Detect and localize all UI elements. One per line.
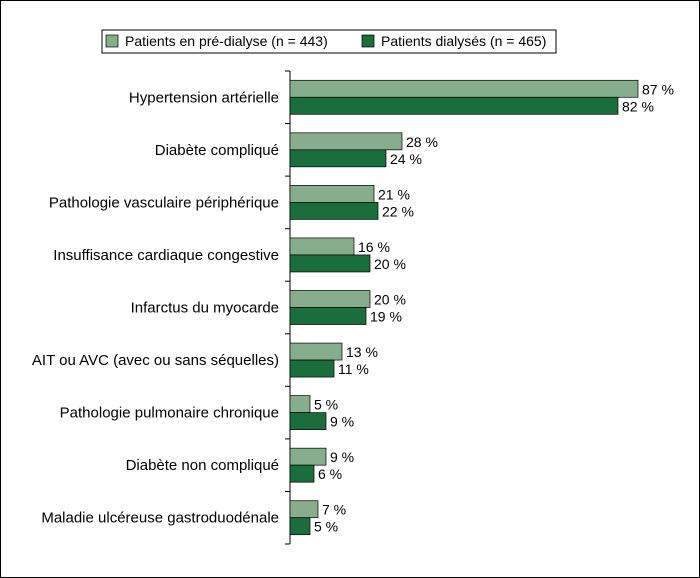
data-label-series-2: 9 %: [330, 414, 354, 430]
data-label-series-2: 6 %: [318, 466, 342, 482]
data-label-series-1: 20 %: [374, 292, 406, 308]
category-label: Hypertension artérielle: [129, 89, 279, 106]
legend-label-1: Patients en pré-dialyse (n = 443): [125, 33, 328, 49]
bar-series-1: [289, 237, 355, 256]
data-label-series-2: 11 %: [338, 361, 369, 377]
bar-series-2: [289, 202, 379, 220]
legend-label-2: Patients dialysés (n = 465): [381, 33, 546, 49]
bar-series-2: [289, 359, 335, 378]
category-label: Diabète non compliqué: [126, 457, 279, 474]
data-label-series-2: 24 %: [390, 151, 422, 167]
data-label-series-2: 82 %: [622, 98, 654, 114]
bar-series-1: [289, 290, 371, 308]
category-label: Infarctus du myocarde: [131, 300, 279, 317]
data-label-series-2: 22 %: [382, 203, 414, 219]
category-label: Maladie ulcéreuse gastroduodénale: [41, 510, 279, 527]
legend-swatch-1: [105, 34, 119, 48]
bar-series-2: [289, 254, 371, 273]
category-label: Diabète compliqué: [155, 142, 279, 159]
bar-series-2: [289, 517, 311, 536]
bar-series-1: [289, 395, 311, 413]
bar-series-2: [289, 149, 387, 168]
bar-series-1: [289, 342, 343, 361]
bar-series-2: [289, 412, 327, 430]
data-label-series-2: 20 %: [374, 256, 406, 272]
category-label: Insuffisance cardiaque congestive: [53, 247, 279, 264]
legend-swatch-2: [361, 34, 375, 48]
bar-series-1: [289, 185, 375, 203]
category-label: AIT ou AVC (avec ou sans séquelles): [32, 352, 279, 369]
category-label: Pathologie vasculaire périphérique: [49, 194, 279, 211]
data-label-series-1: 9 %: [330, 449, 354, 465]
bar-series-2: [289, 464, 315, 483]
data-label-series-1: 13 %: [346, 344, 378, 360]
bar-series-1: [289, 132, 403, 151]
bar-series-2: [289, 96, 619, 115]
data-label-series-1: 16 %: [358, 239, 390, 255]
data-label-series-1: 7 %: [322, 502, 346, 518]
data-label-series-2: 5 %: [314, 519, 338, 535]
bar-series-1: [289, 447, 327, 466]
legend-box: [101, 29, 557, 54]
data-label-series-1: 21 %: [378, 186, 410, 202]
data-label-series-2: 19 %: [370, 309, 402, 325]
bar-series-1: [289, 500, 319, 519]
data-label-series-1: 5 %: [314, 397, 338, 413]
data-label-series-1: 87 %: [642, 81, 674, 97]
bar-series-1: [289, 79, 639, 98]
bar-series-2: [289, 307, 367, 325]
category-label: Pathologie pulmonaire chronique: [60, 405, 279, 422]
data-label-series-1: 28 %: [406, 134, 438, 150]
